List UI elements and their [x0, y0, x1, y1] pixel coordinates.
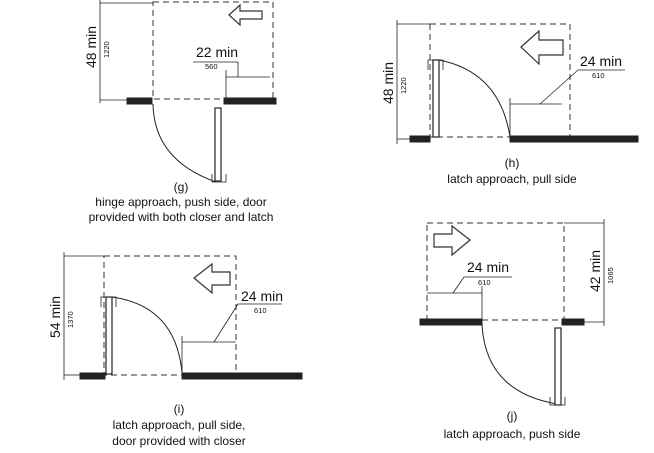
horizontal-dim-label-g: 22 min — [196, 44, 238, 60]
approach-arrow-left-icon — [228, 3, 263, 27]
caption-g-line2: provided with both closer and latch — [89, 210, 274, 224]
caption-i-line2: door provided with closer — [112, 434, 245, 448]
wall-left-j — [419, 318, 483, 326]
approach-arrow-left-icon — [520, 29, 564, 66]
horizontal-dim-metric-j: 610 — [478, 278, 491, 287]
horizontal-dim-metric-h: 610 — [592, 71, 605, 80]
diagram-g: 48 min 1220 22 min 560 (g) hinge approac… — [83, 0, 277, 224]
door-leaf-j — [554, 327, 562, 406]
clear-floor-space-h — [429, 23, 571, 138]
caption-i-line1: latch approach, pull side, — [113, 418, 246, 432]
caption-g-line1: hinge approach, push side, door — [95, 195, 266, 209]
door-hardware-g — [211, 174, 227, 183]
letter-h: (h) — [505, 156, 520, 170]
horizontal-dim-label-h: 24 min — [580, 53, 622, 69]
caption-j-line1: latch approach, push side — [444, 427, 581, 441]
door-leaf-i — [105, 296, 113, 375]
horizontal-dim-label-j: 24 min — [467, 259, 509, 275]
letter-i: (i) — [174, 402, 185, 416]
clear-floor-space-j — [426, 222, 565, 321]
door-leaf-h — [432, 59, 440, 138]
door-swing-arc-j — [481, 324, 558, 405]
leader-line — [452, 276, 465, 294]
leader-line — [539, 69, 579, 105]
horizontal-dim-metric-g: 560 — [205, 62, 218, 71]
wall-left-h — [409, 135, 431, 143]
wall-right-g — [223, 97, 277, 105]
approach-arrow-left-icon — [193, 262, 231, 295]
clear-floor-space-i — [103, 255, 237, 376]
wall-right-h — [509, 135, 639, 143]
door-hardware-h — [427, 59, 444, 70]
leader-line — [213, 303, 239, 343]
clear-floor-space-g — [152, 1, 274, 100]
horizontal-dim-metric-i: 610 — [254, 306, 267, 315]
wall-right-i — [181, 372, 303, 380]
caption-h-line1: latch approach, pull side — [447, 172, 577, 186]
wall-left-i — [79, 372, 106, 380]
vertical-dim-metric-j: 1065 — [606, 267, 615, 284]
diagram-h: 48 min 1220 24 min 610 (h) latch approac… — [380, 20, 639, 186]
door-swing-arc-h — [438, 59, 511, 138]
vertical-dim-label-j: 42 min — [587, 250, 603, 292]
horizontal-dim-label-i: 24 min — [241, 288, 283, 304]
wall-right-j — [561, 318, 585, 326]
vertical-dim-metric-h: 1220 — [399, 77, 408, 94]
vertical-dim-label-g: 48 min — [83, 26, 99, 68]
door-swing-arc-g — [152, 103, 217, 183]
door-hardware-i — [100, 296, 117, 307]
door-swing-arc-i — [111, 296, 183, 374]
vertical-dim-metric-i: 1370 — [66, 311, 75, 328]
wall-left-g — [126, 97, 153, 105]
diagram-i: 54 min 1370 24 min 610 (i) latch approac… — [47, 252, 303, 448]
vertical-dim-label-i: 54 min — [47, 296, 63, 338]
diagram-j: 42 min 1065 24 min 610 (j) latch approac… — [419, 219, 615, 441]
vertical-dim-metric-g: 1220 — [102, 41, 111, 58]
door-leaf-g — [214, 107, 222, 182]
approach-arrow-right-icon — [433, 224, 471, 257]
letter-g: (g) — [174, 180, 189, 194]
door-hardware-j — [549, 397, 566, 406]
letter-j: (j) — [507, 409, 518, 423]
vertical-dim-label-h: 48 min — [380, 62, 396, 104]
